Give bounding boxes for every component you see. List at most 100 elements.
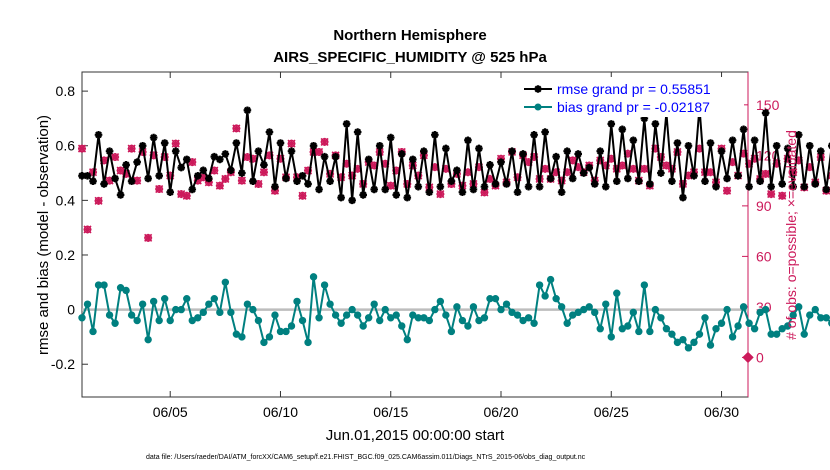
rmse-point <box>497 158 505 166</box>
rmse-point <box>83 171 92 180</box>
obs-evaluated-point <box>127 144 136 153</box>
rmse-point <box>563 147 571 156</box>
bias-point <box>668 330 676 338</box>
obs-evaluated-point <box>381 159 390 168</box>
bias-point <box>160 294 169 303</box>
obs-evaluated-point <box>574 163 583 172</box>
bias-point <box>199 308 207 317</box>
obs-evaluated-point <box>430 163 439 172</box>
obs-evaluated-point <box>618 161 627 170</box>
plot-area <box>81 71 749 398</box>
obs-evaluated-point <box>750 154 759 163</box>
rmse-point <box>133 158 141 166</box>
obs-evaluated-point <box>662 161 671 170</box>
obs-evaluated-point <box>221 174 230 183</box>
bias-point <box>166 316 174 325</box>
obs-evaluated-point <box>474 163 484 172</box>
rmse-point <box>723 174 731 183</box>
rmse-point <box>298 171 307 180</box>
obs-evaluated-point <box>199 173 208 182</box>
rmse-point <box>359 191 367 199</box>
obs-evaluated-point <box>783 154 792 163</box>
obs-evaluated-point <box>144 233 153 242</box>
rmse-point <box>282 174 290 183</box>
bias-point <box>315 314 323 322</box>
rmse-point <box>491 180 500 188</box>
obs-evaluated-point <box>596 156 605 165</box>
series-bias <box>78 273 830 352</box>
rmse-point <box>370 185 379 194</box>
bias-point <box>684 344 693 352</box>
obs-evaluated-point <box>287 139 296 148</box>
bias-point <box>100 281 108 289</box>
rmse-point <box>138 141 147 150</box>
x-tick-label: 06/20 <box>483 404 518 420</box>
bias-point <box>822 314 830 322</box>
right-axis-zero-obs <box>742 351 754 364</box>
y-right-tick-label: 60 <box>756 248 772 264</box>
obs-evaluated-point <box>761 169 770 178</box>
y-tick-label: 0 <box>67 302 75 318</box>
rmse-point <box>783 144 792 153</box>
bias-point <box>243 300 252 308</box>
bias-point <box>221 278 230 286</box>
bias-point <box>326 300 334 308</box>
bias-point <box>772 330 781 338</box>
obs-evaluated-point <box>193 176 202 185</box>
rmse-point <box>392 191 401 199</box>
bias-point <box>282 327 290 336</box>
rmse-point <box>326 177 334 186</box>
y-tick-label: 0.2 <box>56 247 76 263</box>
obs-evaluated-point <box>265 151 274 160</box>
chart-subtitle: AIRS_SPECIFIC_HUMIDITY @ 525 hPa <box>273 49 547 66</box>
bias-point <box>309 273 318 281</box>
bias-point <box>613 289 621 297</box>
bias-point <box>370 300 378 308</box>
bias-point <box>177 305 185 314</box>
obs-evaluated-point <box>182 191 191 200</box>
rmse-point <box>574 150 582 158</box>
obs-evaluated-point <box>485 174 495 183</box>
rmse-point <box>712 182 720 191</box>
bias-point <box>133 316 141 325</box>
obs-evaluated-point <box>552 168 561 177</box>
rmse-point <box>315 185 323 194</box>
obs-evaluated-point <box>436 190 445 199</box>
bias-point <box>469 303 478 311</box>
obs-evaluated-point <box>612 164 621 173</box>
rmse-point <box>238 169 246 177</box>
rmse-point <box>607 120 616 128</box>
obs-evaluated-point <box>651 144 660 153</box>
rmse-point <box>155 171 163 180</box>
bias-point <box>337 319 345 327</box>
y-tick-label: 0.8 <box>56 83 76 99</box>
rmse-point <box>381 185 390 194</box>
bias-point <box>806 311 814 319</box>
bias-point <box>442 311 450 319</box>
legend-bias-label: bias grand pr = -0.02187 <box>557 99 710 115</box>
obs-evaluated-point <box>563 168 572 177</box>
bias-point <box>739 303 748 311</box>
bias-point <box>458 316 467 325</box>
obs-evaluated-point <box>166 171 175 180</box>
rmse-point <box>739 125 748 134</box>
rmse-point <box>353 128 362 136</box>
bias-point <box>795 303 803 311</box>
bias-point <box>728 333 737 341</box>
rmse-point <box>756 177 764 186</box>
bias-point <box>591 308 599 317</box>
bias-point <box>138 300 147 308</box>
bias-point <box>800 330 808 338</box>
obs-evaluated-point <box>259 168 269 177</box>
rmse-point <box>364 155 373 164</box>
bias-point <box>706 341 715 349</box>
rmse-point <box>193 171 202 180</box>
obs-evaluated-point <box>772 159 781 168</box>
x-axis-label: Jun.01,2015 00:00:00 start <box>326 427 505 444</box>
bias-point <box>701 314 709 322</box>
obs-evaluated-point <box>530 152 539 162</box>
rmse-point <box>789 182 798 191</box>
obs-evaluated-point <box>353 164 362 173</box>
rmse-point <box>149 133 158 142</box>
